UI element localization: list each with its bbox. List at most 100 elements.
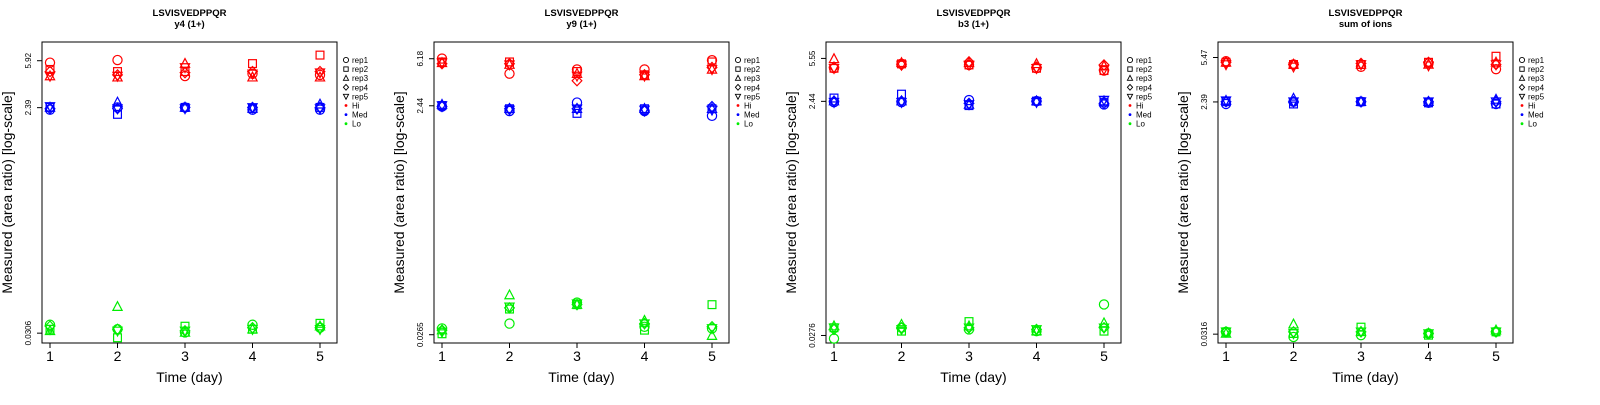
y-tick-label: 0.0265	[416, 322, 425, 347]
data-point	[963, 55, 975, 68]
data-point	[706, 105, 718, 117]
data-point	[1030, 94, 1043, 106]
data-point	[1220, 327, 1232, 339]
legend-color-dot	[1520, 122, 1524, 126]
chart-subtitle: y4 (1+)	[174, 19, 204, 30]
data-point	[1422, 97, 1435, 109]
data-point	[315, 50, 325, 60]
data-point	[895, 97, 908, 109]
legend-color-dot	[344, 104, 348, 107]
rep1-legend-marker	[342, 56, 350, 64]
data-point	[639, 64, 650, 75]
legend-label: Med	[1528, 111, 1544, 120]
data-point	[1287, 62, 1300, 74]
legend-label: rep3	[744, 74, 761, 83]
x-tick-label: 4	[641, 348, 649, 364]
data-point	[1355, 95, 1367, 106]
data-point	[1490, 63, 1502, 75]
x-tick-label: 3	[1357, 348, 1365, 364]
x-axis-label: Time (day)	[1332, 369, 1398, 385]
data-point	[639, 321, 650, 332]
data-point	[315, 318, 325, 328]
data-point	[1220, 96, 1232, 107]
data-point	[44, 324, 56, 336]
y-tick-label: 5.47	[1200, 49, 1209, 65]
data-point	[111, 71, 124, 83]
data-point	[1422, 95, 1435, 106]
rep4-legend-marker	[734, 83, 742, 91]
data-point	[963, 100, 975, 111]
data-point	[1355, 325, 1367, 337]
data-point	[571, 102, 583, 114]
legend-label: Hi	[352, 102, 360, 111]
y-axis-label: Measured (area ratio) [log-scale]	[391, 91, 407, 293]
data-point	[571, 104, 583, 116]
data-point	[1030, 63, 1043, 75]
y-tick-label: 6.18	[416, 50, 425, 66]
data-point	[1422, 327, 1435, 338]
legend-label: Hi	[1528, 102, 1536, 111]
data-point	[314, 104, 326, 115]
y-axis-label: Measured (area ratio) [log-scale]	[1175, 91, 1191, 293]
legend-color-dot	[1128, 113, 1132, 116]
data-point	[828, 63, 840, 75]
data-point	[1098, 299, 1110, 310]
legend-label: Med	[352, 111, 368, 120]
data-point	[1030, 325, 1043, 336]
x-tick-label: 2	[114, 348, 122, 364]
rep1-legend-marker	[1518, 56, 1526, 64]
y-tick-label: 5.55	[808, 50, 817, 66]
data-point	[571, 71, 583, 83]
data-point	[571, 299, 583, 310]
rep5-legend-marker	[1518, 93, 1526, 101]
data-point	[828, 94, 840, 106]
rep3-legend-marker	[1518, 74, 1526, 81]
data-point	[179, 101, 191, 112]
data-point	[639, 325, 650, 335]
y-tick-label: 2.44	[808, 93, 817, 109]
data-point	[44, 102, 56, 113]
data-point	[1490, 97, 1502, 109]
data-point	[314, 324, 326, 336]
data-point	[436, 323, 448, 335]
data-point	[436, 56, 448, 68]
data-point	[1355, 97, 1367, 109]
data-point	[44, 71, 56, 83]
plot-frame	[1217, 41, 1514, 344]
legend-label: rep5	[352, 92, 369, 101]
legend-color-dot	[1128, 122, 1132, 126]
legend-color-dot	[736, 104, 740, 107]
data-point	[1098, 97, 1110, 110]
y-tick-label: 2.39	[24, 99, 33, 115]
legend-label: Hi	[744, 102, 752, 111]
x-tick-label: 5	[316, 348, 324, 364]
rep3-legend-marker	[1126, 74, 1134, 81]
chart-title: LSVISVEDPPQR	[937, 8, 1011, 19]
data-point	[1490, 60, 1502, 71]
data-point	[45, 64, 55, 74]
data-point	[707, 300, 717, 310]
data-point	[1030, 57, 1043, 69]
data-point	[1030, 97, 1043, 109]
rep2-legend-marker	[735, 66, 741, 72]
legend-label: rep2	[1136, 65, 1153, 74]
data-point	[1287, 317, 1300, 329]
data-point	[247, 319, 258, 330]
data-point	[180, 321, 190, 331]
data-point	[503, 102, 516, 114]
x-tick-label: 1	[46, 348, 54, 364]
x-tick-label: 2	[506, 348, 514, 364]
data-point	[246, 324, 259, 336]
y-tick-label: 5.92	[24, 52, 33, 68]
data-point	[247, 59, 258, 69]
y-tick-label: 2.44	[416, 97, 425, 113]
legend-label: Med	[744, 111, 760, 120]
x-tick-label: 5	[1100, 348, 1108, 364]
legend-label: rep4	[744, 83, 761, 92]
legend-label: rep5	[1136, 92, 1153, 101]
data-point	[638, 71, 651, 83]
